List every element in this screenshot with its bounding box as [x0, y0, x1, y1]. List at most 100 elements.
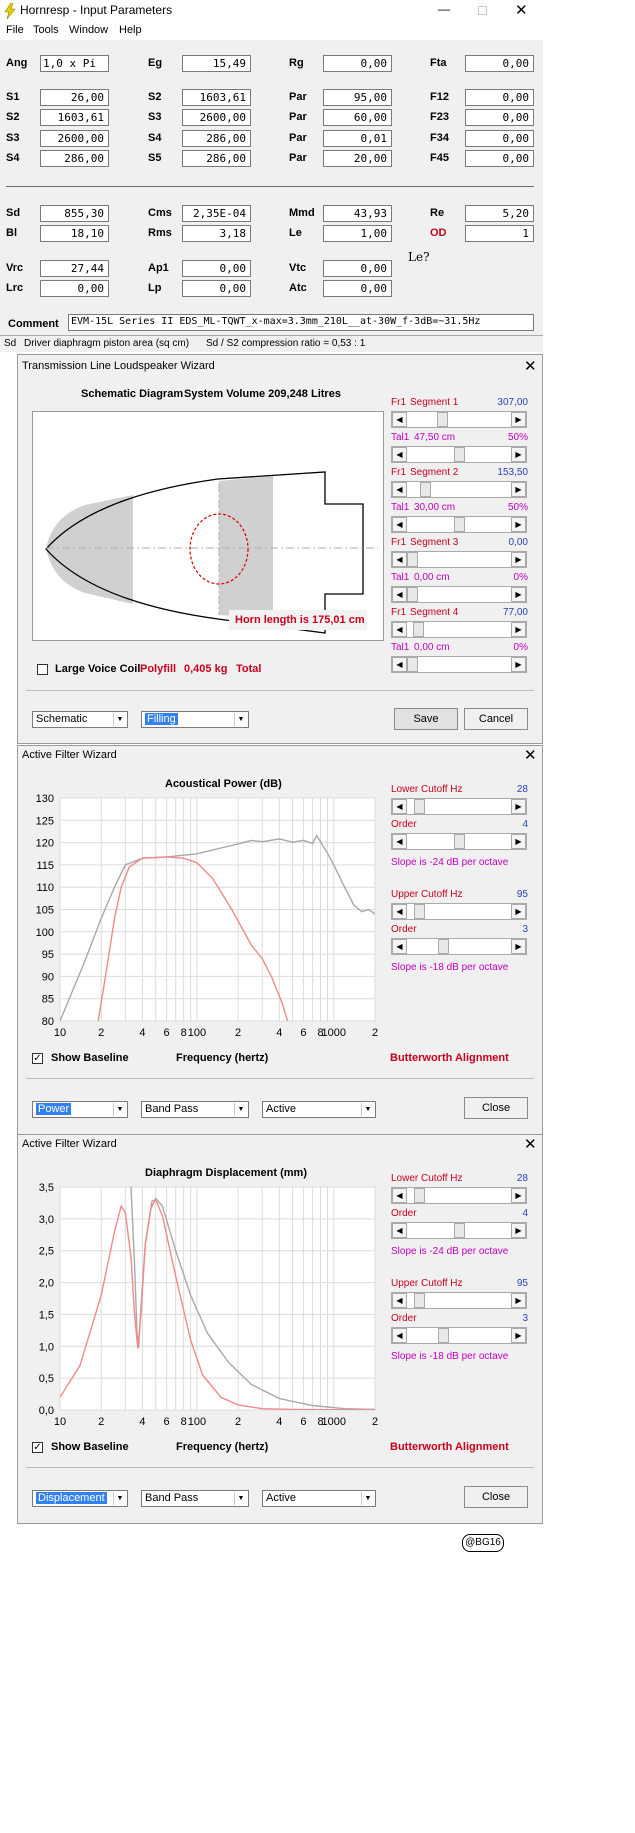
- scroll-left-icon[interactable]: ◀: [392, 834, 407, 849]
- param-field[interactable]: 1603,61: [40, 109, 109, 126]
- scroll-thumb[interactable]: [453, 834, 465, 849]
- af1-close-button[interactable]: Close: [464, 1097, 528, 1119]
- menu-window[interactable]: Window: [69, 24, 109, 36]
- param-field[interactable]: 5,20: [465, 205, 534, 222]
- scroll-left-icon[interactable]: ◀: [392, 412, 407, 427]
- scroll-left-icon[interactable]: ◀: [392, 1328, 407, 1343]
- param-field[interactable]: 20,00: [323, 150, 392, 167]
- scroll-thumb[interactable]: [453, 1223, 465, 1238]
- filling-select[interactable]: Filling ▼: [141, 711, 249, 728]
- param-field[interactable]: 1603,61: [182, 89, 251, 106]
- scroll-thumb[interactable]: [407, 587, 418, 602]
- scroll-left-icon[interactable]: ◀: [392, 622, 407, 637]
- scroll-thumb[interactable]: [414, 1188, 426, 1203]
- param-field[interactable]: 855,30: [40, 205, 109, 222]
- scroll-right-icon[interactable]: ▶: [511, 1328, 526, 1343]
- scroll-right-icon[interactable]: ▶: [511, 552, 526, 567]
- segment-scrollbar[interactable]: ◀ ▶: [391, 411, 527, 428]
- scroll-thumb[interactable]: [437, 1328, 449, 1343]
- af1-active-select[interactable]: Active ▼: [262, 1101, 376, 1118]
- scroll-thumb[interactable]: [414, 904, 426, 919]
- scroll-right-icon[interactable]: ▶: [511, 517, 526, 532]
- segment-tal-scrollbar[interactable]: ◀ ▶: [391, 656, 527, 673]
- view-mode-select[interactable]: Schematic ▼: [32, 711, 128, 728]
- scroll-right-icon[interactable]: ▶: [511, 904, 526, 919]
- cancel-button[interactable]: Cancel: [464, 708, 528, 730]
- maximize-icon[interactable]: [478, 6, 487, 15]
- scroll-thumb[interactable]: [437, 939, 449, 954]
- param-field[interactable]: 2600,00: [40, 130, 109, 147]
- param-field[interactable]: 0,00: [182, 280, 251, 297]
- af1-close-icon[interactable]: ✕: [524, 747, 537, 764]
- tl-close-icon[interactable]: ✕: [524, 358, 537, 375]
- scroll-left-icon[interactable]: ◀: [392, 1188, 407, 1203]
- menu-tools[interactable]: Tools: [33, 24, 59, 36]
- scroll-left-icon[interactable]: ◀: [392, 1293, 407, 1308]
- upper-order-scrollbar[interactable]: ◀ ▶: [391, 938, 527, 955]
- scroll-thumb[interactable]: [407, 552, 418, 567]
- comment-field[interactable]: EVM-15L Series II EDS_ML-TQWT_x-max=3.3m…: [68, 314, 534, 331]
- param-field[interactable]: 1,00: [323, 225, 392, 242]
- af1-filter-type-select[interactable]: Band Pass ▼: [141, 1101, 249, 1118]
- param-field[interactable]: 0,00: [465, 109, 534, 126]
- param-field[interactable]: 0,00: [465, 130, 534, 147]
- scroll-thumb[interactable]: [436, 412, 448, 427]
- param-field[interactable]: 60,00: [323, 109, 392, 126]
- scroll-right-icon[interactable]: ▶: [511, 412, 526, 427]
- segment-tal-scrollbar[interactable]: ◀ ▶: [391, 446, 527, 463]
- scroll-right-icon[interactable]: ▶: [511, 799, 526, 814]
- scroll-thumb[interactable]: [414, 1293, 426, 1308]
- param-field[interactable]: 18,10: [40, 225, 109, 242]
- lower-order-scrollbar[interactable]: ◀ ▶: [391, 833, 527, 850]
- scroll-right-icon[interactable]: ▶: [511, 447, 526, 462]
- upper-cutoff-scrollbar[interactable]: ◀ ▶: [391, 903, 527, 920]
- param-field[interactable]: 0,00: [465, 150, 534, 167]
- scroll-right-icon[interactable]: ▶: [511, 834, 526, 849]
- scroll-right-icon[interactable]: ▶: [511, 622, 526, 637]
- param-field[interactable]: 0,00: [40, 280, 109, 297]
- scroll-left-icon[interactable]: ◀: [392, 939, 407, 954]
- scroll-left-icon[interactable]: ◀: [392, 657, 407, 672]
- segment-scrollbar[interactable]: ◀ ▶: [391, 481, 527, 498]
- param-field[interactable]: 26,00: [40, 89, 109, 106]
- lower-cutoff-scrollbar[interactable]: ◀ ▶: [391, 1187, 527, 1204]
- param-field[interactable]: 0,00: [182, 260, 251, 277]
- segment-scrollbar[interactable]: ◀ ▶: [391, 621, 527, 638]
- menu-file[interactable]: File: [6, 24, 24, 36]
- param-field[interactable]: 3,18: [182, 225, 251, 242]
- scroll-right-icon[interactable]: ▶: [511, 482, 526, 497]
- scroll-thumb[interactable]: [453, 447, 465, 462]
- scroll-right-icon[interactable]: ▶: [511, 657, 526, 672]
- scroll-thumb[interactable]: [412, 622, 424, 637]
- af1-mode-select[interactable]: Power ▼: [32, 1101, 128, 1118]
- segment-scrollbar[interactable]: ◀ ▶: [391, 551, 527, 568]
- scroll-right-icon[interactable]: ▶: [511, 1188, 526, 1203]
- param-field[interactable]: 286,00: [40, 150, 109, 167]
- param-field[interactable]: 0,00: [323, 260, 392, 277]
- param-field[interactable]: 95,00: [323, 89, 392, 106]
- segment-tal-scrollbar[interactable]: ◀ ▶: [391, 586, 527, 603]
- param-field[interactable]: 43,93: [323, 205, 392, 222]
- scroll-left-icon[interactable]: ◀: [392, 552, 407, 567]
- scroll-thumb[interactable]: [453, 517, 465, 532]
- param-field[interactable]: 2600,00: [182, 109, 251, 126]
- scroll-left-icon[interactable]: ◀: [392, 482, 407, 497]
- scroll-right-icon[interactable]: ▶: [511, 1293, 526, 1308]
- param-field[interactable]: 286,00: [182, 130, 251, 147]
- param-field[interactable]: 27,44: [40, 260, 109, 277]
- scroll-right-icon[interactable]: ▶: [511, 939, 526, 954]
- save-button[interactable]: Save: [394, 708, 458, 730]
- param-field[interactable]: 1: [465, 225, 534, 242]
- af2-close-icon[interactable]: ✕: [524, 1136, 537, 1153]
- scroll-left-icon[interactable]: ◀: [392, 904, 407, 919]
- scroll-thumb[interactable]: [420, 482, 432, 497]
- param-field[interactable]: 2,35E-04: [182, 205, 251, 222]
- af2-active-select[interactable]: Active ▼: [262, 1490, 376, 1507]
- scroll-left-icon[interactable]: ◀: [392, 799, 407, 814]
- scroll-left-icon[interactable]: ◀: [392, 447, 407, 462]
- param-field[interactable]: 1,0 x Pi: [40, 55, 109, 72]
- upper-cutoff-scrollbar[interactable]: ◀ ▶: [391, 1292, 527, 1309]
- lower-order-scrollbar[interactable]: ◀ ▶: [391, 1222, 527, 1239]
- af2-mode-select[interactable]: Displacement ▼: [32, 1490, 128, 1507]
- af2-show-baseline-checkbox[interactable]: ✓: [32, 1442, 43, 1453]
